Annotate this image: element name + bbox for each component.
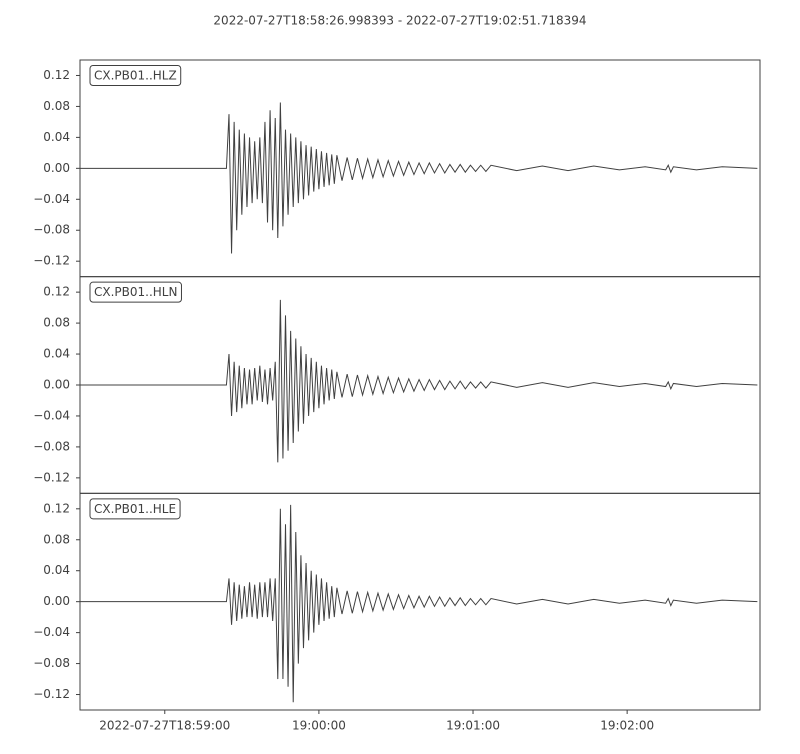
trace [80, 504, 758, 703]
trace-label-box [89, 281, 182, 303]
y-tick-label: −0.08 [33, 656, 70, 670]
y-tick-label: 0.00 [43, 378, 70, 392]
x-tick-label: 19:02:00 [600, 719, 654, 733]
trace [80, 102, 758, 254]
y-tick-label: −0.12 [33, 254, 70, 268]
y-tick-label: 0.12 [43, 501, 70, 515]
y-tick-label: −0.04 [33, 408, 70, 422]
trace [80, 299, 758, 463]
y-tick-label: 0.04 [43, 347, 70, 361]
trace-label: CX.PB01..HLN [94, 285, 177, 299]
y-tick-label: 0.08 [43, 99, 70, 113]
y-tick-label: −0.04 [33, 625, 70, 639]
y-tick-label: 0.12 [43, 285, 70, 299]
y-tick-label: −0.04 [33, 192, 70, 206]
y-tick-label: 0.00 [43, 594, 70, 608]
y-tick-label: 0.00 [43, 161, 70, 175]
x-tick-label: 19:01:00 [446, 719, 500, 733]
y-tick-label: 0.04 [43, 563, 70, 577]
x-tick-label: 19:00:00 [292, 719, 346, 733]
chart-title: 2022-07-27T18:58:26.998393 - 2022-07-27T… [213, 14, 586, 28]
y-tick-label: 0.08 [43, 532, 70, 546]
y-tick-label: −0.08 [33, 439, 70, 453]
y-tick-label: −0.12 [33, 687, 70, 701]
x-tick-label: 2022-07-27T18:59:00 [99, 719, 230, 733]
y-tick-label: 0.04 [43, 130, 70, 144]
trace-label-box [89, 65, 182, 86]
trace-label: CX.PB01..HLZ [94, 69, 177, 83]
y-tick-label: 0.12 [43, 68, 70, 82]
y-tick-label: −0.12 [33, 470, 70, 484]
trace-label: CX.PB01..HLE [94, 502, 176, 516]
trace-label-box [89, 498, 181, 520]
y-tick-label: 0.08 [43, 316, 70, 330]
y-tick-label: −0.08 [33, 223, 70, 237]
